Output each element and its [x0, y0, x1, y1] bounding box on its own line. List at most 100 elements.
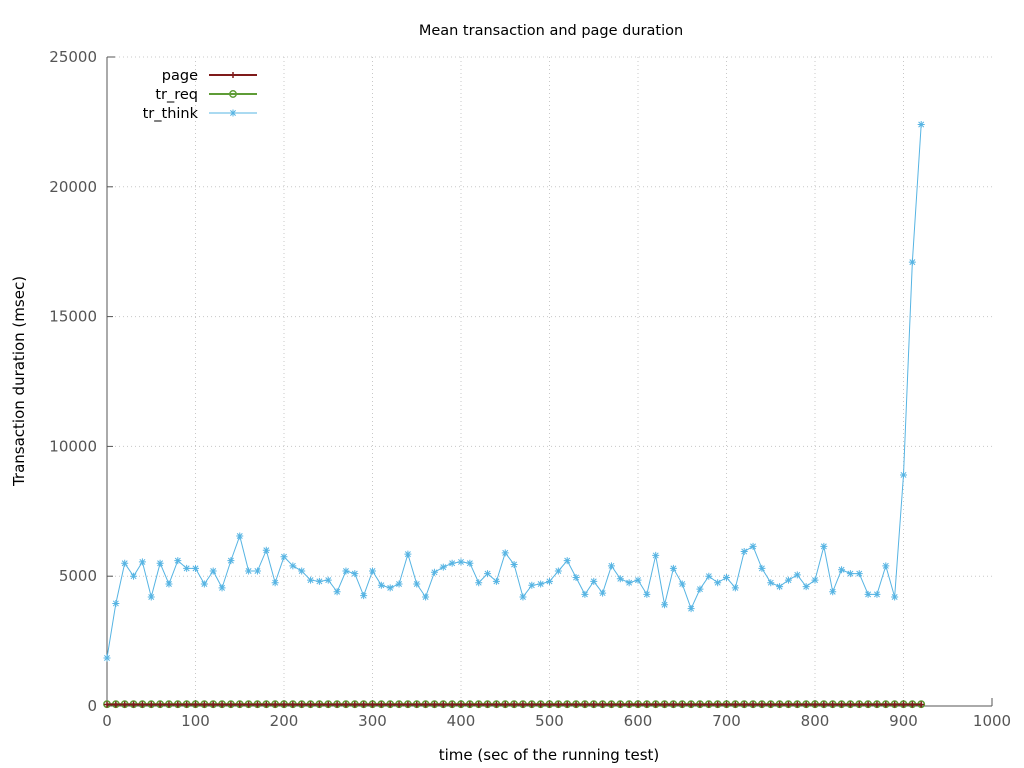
data-point-tr_think [855, 570, 863, 578]
data-point-page [714, 701, 721, 708]
data-point-tr_think [112, 599, 120, 607]
data-point-page [750, 701, 757, 708]
data-point-page [148, 701, 155, 708]
data-point-page [351, 701, 358, 708]
data-point-page [210, 701, 217, 708]
data-point-page [281, 701, 287, 708]
data-point-tr_think [324, 576, 332, 584]
data-point-page [183, 701, 190, 708]
data-point-page [732, 701, 739, 708]
data-point-tr_think [236, 532, 244, 540]
data-point-page [475, 701, 482, 708]
data-point-page [431, 701, 438, 708]
data-point-page [626, 701, 633, 708]
data-point-tr_think [731, 584, 739, 592]
data-point-page [440, 701, 447, 708]
data-point-tr_think [510, 561, 518, 569]
data-point-page [590, 701, 597, 708]
data-point-page [900, 701, 907, 708]
data-point-page [882, 701, 889, 708]
data-point-tr_think [271, 579, 279, 587]
data-point-tr_think [546, 577, 553, 585]
data-point-tr_think [422, 593, 430, 601]
y-tick-label: 15000 [49, 308, 97, 326]
data-point-tr_think [333, 588, 341, 596]
data-point-tr_think [696, 585, 704, 593]
data-point-page [564, 701, 571, 708]
x-tick-label: 300 [358, 712, 387, 730]
data-point-tr_think [714, 579, 722, 587]
data-point-tr_think [891, 593, 899, 601]
data-point-page [219, 701, 226, 708]
data-point-tr_think [802, 583, 810, 591]
data-point-tr_think [519, 593, 527, 601]
data-point-page [635, 701, 641, 708]
data-point-page [661, 701, 668, 708]
data-point-tr_think [882, 562, 890, 570]
data-point-page [812, 701, 818, 708]
data-point-tr_think [846, 570, 854, 578]
data-point-tr_think [501, 549, 509, 557]
data-point-page [396, 701, 403, 708]
data-point-tr_think [395, 580, 403, 588]
y-axis-ticks: 0 5000 10000 15000 20000 25000 [49, 48, 113, 715]
data-point-tr_think [705, 572, 713, 580]
data-point-tr_think [475, 579, 483, 587]
chart-title: Mean transaction and page duration [419, 23, 683, 39]
legend: page tr_req tr_think [143, 68, 257, 122]
data-point-tr_think [643, 590, 651, 598]
x-axis-label: time (sec of the running test) [439, 746, 660, 764]
data-point-page [307, 701, 314, 708]
data-point-page [785, 701, 792, 708]
data-point-page [334, 701, 341, 708]
data-point-page [643, 701, 650, 708]
data-point-tr_think [740, 548, 748, 556]
series-layer [103, 120, 926, 709]
data-point-page [776, 701, 783, 708]
legend-marker [229, 90, 237, 98]
data-point-tr_think [537, 580, 545, 588]
data-point-page [272, 701, 279, 708]
data-point-tr_think [386, 584, 394, 592]
data-point-tr_think [767, 579, 775, 587]
data-point-page [670, 701, 677, 708]
data-point-page [502, 701, 509, 708]
data-point-page [360, 701, 367, 708]
data-point-page [820, 701, 827, 708]
data-point-tr_think [289, 562, 297, 570]
data-point-tr_think [147, 593, 155, 601]
data-point-tr_think [900, 471, 907, 479]
data-point-tr_think [466, 559, 474, 567]
data-point-tr_think [864, 590, 872, 598]
data-point-page [741, 701, 748, 708]
x-tick-label: 600 [624, 712, 653, 730]
data-point-page [201, 701, 208, 708]
data-point-page [581, 701, 588, 708]
data-point-page [227, 701, 234, 708]
data-point-tr_think [829, 588, 837, 596]
data-point-page [723, 701, 730, 708]
data-point-page [652, 701, 659, 708]
legend-label: page [162, 68, 198, 84]
data-point-tr_think [749, 542, 757, 550]
data-point-tr_think [581, 590, 589, 598]
data-point-tr_think [607, 562, 615, 570]
data-point-page [449, 701, 456, 708]
data-point-page [325, 701, 332, 708]
data-point-page [289, 701, 296, 708]
legend-label: tr_req [155, 87, 198, 103]
data-point-tr_think [457, 558, 465, 566]
data-point-tr_think [678, 580, 686, 588]
data-point-page [705, 701, 712, 708]
grid [107, 56, 992, 706]
x-tick-label: 500 [535, 712, 564, 730]
data-point-page [493, 701, 500, 708]
data-point-page [856, 701, 863, 708]
data-point-tr_think [563, 557, 571, 565]
data-point-page [688, 701, 695, 708]
legend-item-page: page [162, 68, 257, 84]
data-point-tr_think [590, 577, 598, 585]
y-tick-label: 10000 [49, 437, 97, 455]
data-point-page [404, 701, 411, 708]
